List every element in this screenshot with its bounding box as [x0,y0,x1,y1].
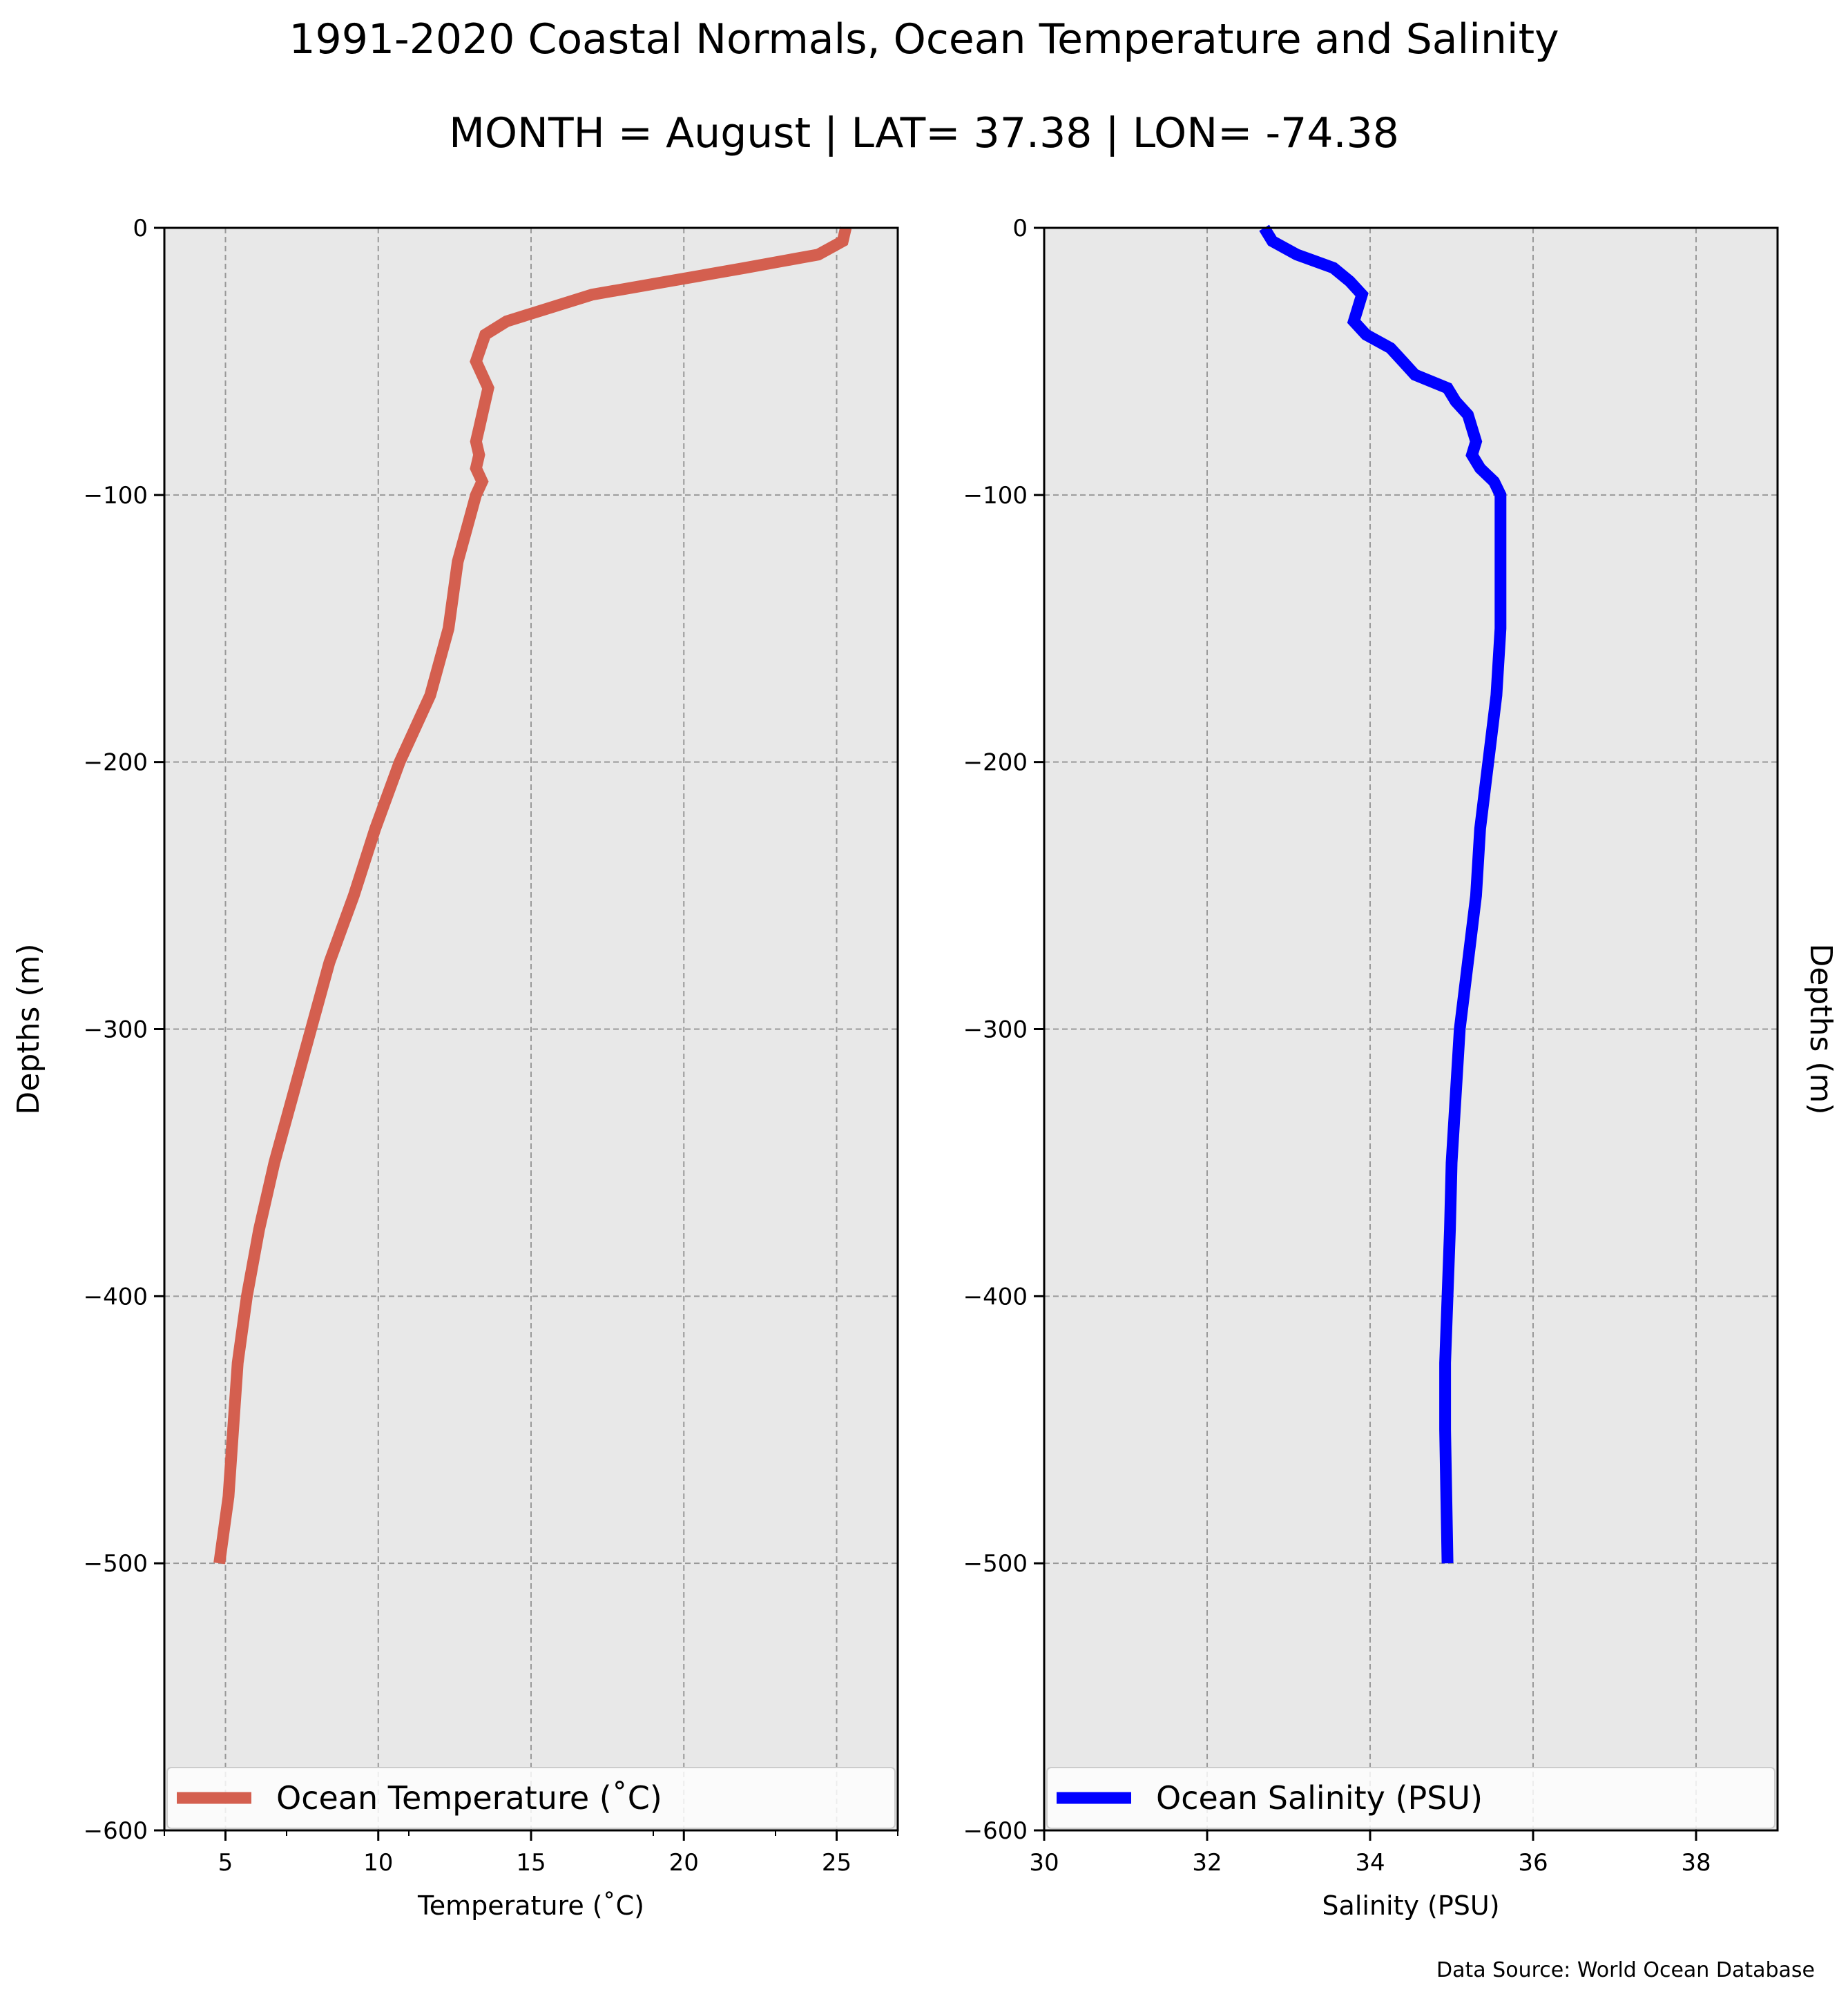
salinity-series-line [1259,224,1507,1564]
salinity-y-tick-label: 0 [1012,215,1028,242]
salinity-y-tick-label: −600 [963,1817,1028,1845]
temperature-series-line [213,226,852,1565]
temperature-y-tick-label: −200 [84,749,148,777]
temperature-legend-label: Ocean Temperature (˚C) [276,1779,662,1817]
salinity-x-tick-label: 32 [1192,1849,1222,1877]
temperature-x-axis-label: Temperature (˚C) [417,1890,644,1921]
temperature-y-tick-label: −600 [84,1817,148,1845]
data-source-note: Data Source: World Ocean Database [1436,1958,1815,1982]
temperature-y-tick-label: 0 [133,215,148,242]
salinity-x-tick-label: 30 [1029,1849,1059,1877]
salinity-y-tick-label: −100 [963,482,1028,510]
salinity-y-tick-label: −300 [963,1016,1028,1044]
temperature-x-tick-label: 10 [363,1849,393,1877]
salinity-x-tick-label: 34 [1355,1849,1385,1877]
salinity-y-axis-label: Depths (m) [1803,943,1838,1114]
figure-subtitle: MONTH = August | LAT= 37.38 | LON= -74.3… [449,109,1399,157]
salinity-legend-box [1046,1767,1775,1829]
salinity-y-tick-label: −200 [963,749,1028,777]
salinity-y-tick-label: −400 [963,1283,1028,1310]
temperature-x-tick-label: 25 [822,1849,851,1877]
salinity-y-tick-label: −500 [963,1550,1028,1578]
temperature-y-axis-label: Depths (m) [11,943,46,1114]
temperature-x-tick-label: 5 [218,1849,233,1877]
temperature-x-tick-label: 15 [516,1849,546,1877]
salinity-legend-label: Ocean Salinity (PSU) [1156,1779,1483,1817]
temperature-y-tick-label: −500 [84,1550,148,1578]
salinity-x-tick-label: 36 [1518,1849,1548,1877]
temperature-y-tick-label: −400 [84,1283,148,1310]
temperature-legend-box [166,1767,896,1829]
figure-title: 1991-2020 Coastal Normals, Ocean Tempera… [289,15,1559,64]
salinity-x-axis-label: Salinity (PSU) [1322,1890,1499,1921]
temperature-y-tick-label: −100 [84,482,148,510]
salinity-x-tick-label: 38 [1681,1849,1711,1877]
temperature-x-tick-label: 20 [669,1849,699,1877]
temperature-y-tick-label: −300 [84,1016,148,1044]
